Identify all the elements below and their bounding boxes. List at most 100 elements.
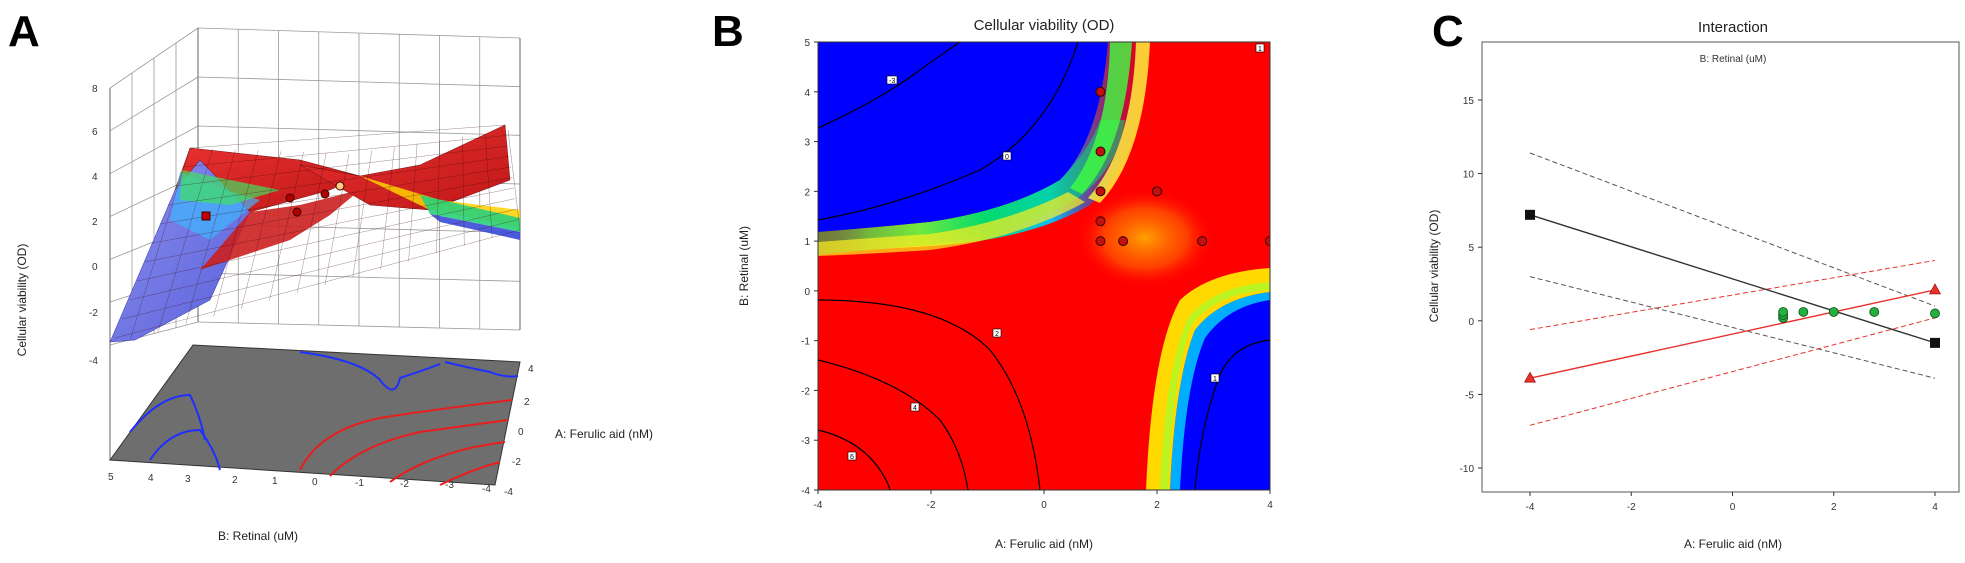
3d-design-points (201, 181, 345, 221)
y-tick: -3 (445, 480, 454, 491)
interaction-x-axis-title: A: Ferulic aid (nM) (1684, 537, 1782, 551)
x-tick-label: -4 (814, 500, 823, 511)
interaction-title: Interaction (1698, 19, 1768, 36)
design-point (1869, 307, 1880, 317)
design-point (1095, 216, 1106, 227)
x-tick-label: 4 (1267, 500, 1273, 511)
y-tick-label: 5 (804, 38, 810, 49)
contour-ticks: -4 -2 0 2 4 -4 -3 -2 -1 0 1 2 3 4 5 (801, 38, 1273, 511)
x-tick-label: -4 (1526, 502, 1535, 513)
y-tick-label: -2 (801, 386, 810, 397)
contour-label: 1 (1213, 376, 1217, 383)
x-tick: -2 (512, 457, 521, 468)
y-tick: 1 (272, 476, 278, 487)
y-tick: -4 (482, 484, 491, 495)
design-point (1265, 236, 1270, 247)
interaction-y-axis-title: Cellular viability (OD) (1427, 210, 1441, 323)
y-tick: 4 (148, 473, 154, 484)
series-line (1529, 289, 1936, 379)
contour-label: 1 (1258, 46, 1262, 53)
design-point (1798, 307, 1809, 317)
y-tick-label: -3 (801, 436, 810, 447)
x-tick-label: 0 (1041, 500, 1047, 511)
y-tick-label: -4 (801, 486, 810, 497)
interaction-design-points (1778, 307, 1940, 323)
interaction-lines (1523, 209, 1942, 383)
y-tick: 2 (232, 475, 238, 486)
x-axis-ticks: 4 2 0 -2 -4 (504, 364, 534, 498)
y-tick-label: 10 (1463, 170, 1475, 181)
z-tick: -2 (89, 308, 98, 319)
design-point (1197, 236, 1208, 247)
x-tick-label: -2 (927, 500, 936, 511)
y-tick-label: 0 (804, 287, 810, 298)
x-axis-title: A: Ferulic aid (nM) (555, 427, 653, 441)
z-tick: 4 (92, 172, 98, 183)
panel-letter-c: C (1432, 7, 1464, 56)
3d-floor-contour (109, 344, 521, 486)
y-tick-label: 3 (804, 138, 810, 149)
contour-label: 6 (850, 454, 854, 461)
y-tick-label: 5 (1468, 243, 1474, 254)
contour-design-points (1095, 86, 1270, 247)
design-point (1095, 236, 1106, 247)
contour-field: -3 0 1 2 4 6 1 (818, 42, 1270, 490)
z-tick: -4 (89, 356, 98, 367)
x-tick-label: 0 (1730, 502, 1736, 513)
design-point (1930, 308, 1940, 319)
interaction-frame (1481, 41, 1960, 493)
z-tick: 6 (92, 127, 98, 138)
design-point (1118, 236, 1129, 247)
design-point (1828, 307, 1839, 317)
contour-y-axis-title: B: Retinal (uM) (737, 226, 751, 306)
confidence-upper (1529, 152, 1936, 307)
design-point (1095, 146, 1106, 157)
y-tick-label: 0 (1468, 317, 1474, 328)
interaction-subtitle: B: Retinal (uM) (1700, 54, 1767, 65)
panel-letter-a: A (8, 7, 40, 56)
confidence-lower (1529, 317, 1936, 426)
design-point (1778, 307, 1789, 317)
panel-c-interaction-plot: Interaction B: Retinal (uM) -4 -2 0 2 4 15 10 5… (1427, 19, 1960, 551)
y-tick-label: -5 (1465, 390, 1474, 401)
panel-b-contour-plot: Cellular viability (OD) (737, 17, 1273, 551)
series-marker (1525, 209, 1535, 220)
y-tick-label: 1 (804, 237, 810, 248)
confidence-upper (1529, 259, 1936, 331)
z-tick: 0 (92, 262, 98, 273)
contour-label: 0 (1005, 154, 1009, 161)
x-tick-label: 2 (1154, 500, 1160, 511)
y-tick: 3 (185, 474, 191, 485)
x-tick: 4 (528, 364, 534, 375)
design-point (201, 211, 211, 221)
series-marker (1928, 283, 1942, 295)
x-tick-label: -2 (1627, 502, 1636, 513)
series-marker (1523, 371, 1537, 383)
contour-title: Cellular viability (OD) (974, 17, 1115, 34)
design-point (1152, 186, 1162, 197)
y-axis-title: B: Retinal (uM) (218, 529, 298, 543)
panel-letter-b: B (712, 7, 744, 56)
contour-label: -3 (889, 78, 895, 85)
interaction-ticks: -4 -2 0 2 4 15 10 5 0 -5 -10 (1460, 96, 1939, 513)
y-tick-label: 4 (804, 88, 810, 99)
z-tick: 2 (92, 217, 98, 228)
3d-response-surface (109, 124, 521, 343)
x-tick: -4 (504, 487, 513, 498)
x-tick-label: 2 (1831, 502, 1837, 513)
y-tick-label: 2 (804, 187, 810, 198)
y-tick-label: -10 (1460, 464, 1475, 475)
y-tick: -1 (355, 478, 364, 489)
z-axis-ticks: 8 6 4 2 0 -2 -4 (89, 84, 98, 367)
confidence-lower (1529, 276, 1936, 379)
y-tick: 5 (108, 472, 114, 483)
x-tick-label: 4 (1932, 502, 1938, 513)
z-tick: 8 (92, 84, 98, 95)
y-tick-label: 15 (1463, 96, 1475, 107)
contour-labels: -3 0 1 2 4 6 1 (847, 43, 1265, 461)
design-point (285, 193, 295, 203)
y-tick: -2 (400, 479, 409, 490)
confidence-bands (1529, 152, 1936, 426)
contour-label: 4 (913, 405, 917, 412)
